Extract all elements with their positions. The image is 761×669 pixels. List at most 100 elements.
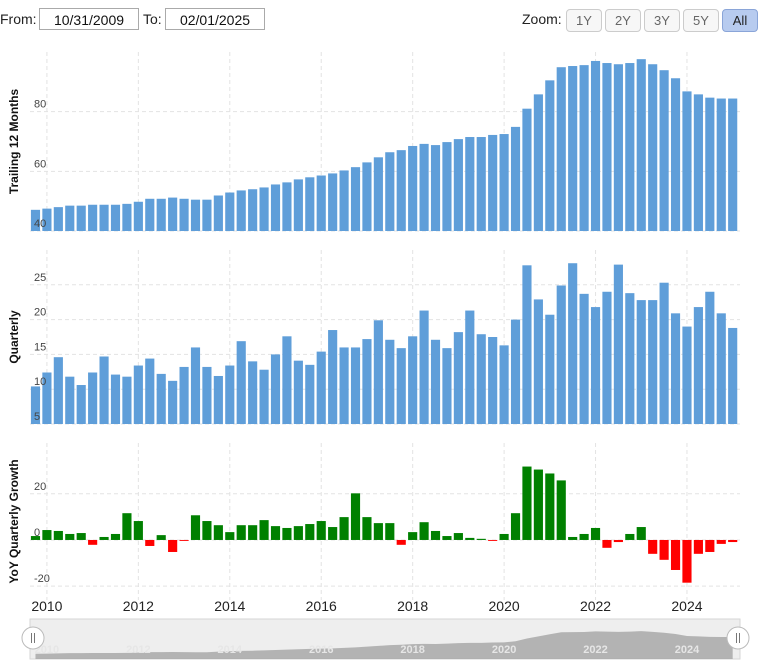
bar <box>202 366 212 424</box>
bar <box>568 66 578 231</box>
bar <box>602 539 612 548</box>
bar <box>568 536 578 540</box>
y-tick-label: 40 <box>34 218 46 230</box>
bar <box>625 533 635 540</box>
bar <box>339 170 349 231</box>
bar <box>499 533 509 540</box>
bar <box>110 533 121 540</box>
bar <box>270 184 281 231</box>
from-input[interactable]: 10/31/2009 <box>39 8 139 30</box>
bar <box>556 480 566 540</box>
bar <box>419 143 429 231</box>
bar <box>579 533 589 540</box>
bar <box>682 539 692 583</box>
bar <box>99 204 109 231</box>
x-tick-label: 2022 <box>580 598 611 614</box>
navigator-label: 2016 <box>309 644 333 656</box>
bar <box>65 376 75 424</box>
bar <box>408 145 418 231</box>
bar <box>385 152 395 231</box>
bar <box>316 175 326 231</box>
bar <box>236 525 246 540</box>
bar <box>202 199 212 231</box>
bar <box>350 167 361 231</box>
bar <box>30 536 41 540</box>
bar <box>110 374 121 424</box>
bar <box>659 539 669 560</box>
bar <box>328 527 338 540</box>
bar <box>579 293 589 424</box>
zoom-button[interactable]: 3Y <box>644 9 680 32</box>
bar <box>270 526 281 540</box>
bar <box>145 539 155 546</box>
y-axis-label: Trailing 12 Months <box>7 89 21 195</box>
y-tick-label: -20 <box>34 573 50 585</box>
bar <box>590 60 601 232</box>
bar <box>682 91 692 231</box>
bar <box>476 137 486 231</box>
bar <box>648 64 658 232</box>
bar <box>225 192 235 231</box>
bar <box>670 78 681 232</box>
y-tick-label: 20 <box>34 307 46 319</box>
to-label: To: <box>143 11 162 27</box>
bar <box>693 94 703 231</box>
bar <box>328 173 338 231</box>
navigator-label: 2022 <box>583 644 607 656</box>
bar <box>248 525 258 540</box>
bar <box>362 517 372 540</box>
bar <box>122 513 132 540</box>
navigator-label: 2010 <box>35 644 59 656</box>
y-tick-label: 20 <box>34 481 46 493</box>
bar <box>270 354 281 424</box>
bar <box>190 199 201 231</box>
y-tick-label: 10 <box>34 376 46 388</box>
bar <box>682 326 692 424</box>
navigator-label: 2020 <box>492 644 516 656</box>
bar <box>133 365 143 424</box>
bar <box>442 142 452 231</box>
bar <box>282 336 292 424</box>
bar <box>168 380 178 424</box>
bar <box>670 313 681 424</box>
bar <box>76 385 86 424</box>
bar <box>168 197 178 231</box>
y-tick-label: 5 <box>34 411 40 423</box>
bar <box>248 189 258 231</box>
bar <box>396 539 406 545</box>
bar <box>613 539 623 543</box>
bar <box>430 530 441 540</box>
bar <box>499 134 509 231</box>
bar <box>602 63 612 232</box>
bar <box>88 204 98 231</box>
bar <box>545 473 555 540</box>
bar <box>190 515 201 540</box>
navigator-label: 2012 <box>126 644 150 656</box>
bar <box>693 307 703 424</box>
bar <box>636 527 646 540</box>
bar <box>385 339 395 424</box>
bar <box>65 533 75 540</box>
navigator-handle[interactable] <box>21 626 45 650</box>
bar <box>488 539 498 541</box>
bar <box>156 535 166 540</box>
zoom-button[interactable]: 5Y <box>683 9 719 32</box>
zoom-button[interactable]: 1Y <box>566 9 602 32</box>
bar <box>373 157 383 231</box>
navigator-label: 2014 <box>218 644 243 656</box>
bar <box>728 327 738 424</box>
bar <box>53 207 63 231</box>
bar <box>190 347 201 424</box>
x-tick-label: 2024 <box>671 598 702 614</box>
zoom-button[interactable]: All <box>722 9 758 32</box>
bar <box>248 361 258 424</box>
bar <box>76 533 86 540</box>
navigator-label: 2024 <box>675 644 700 656</box>
x-tick-label: 2012 <box>123 598 154 614</box>
bar <box>728 98 738 231</box>
bar <box>373 320 383 424</box>
zoom-button[interactable]: 2Y <box>605 9 641 32</box>
to-input[interactable]: 02/01/2025 <box>165 8 265 30</box>
navigator-handle[interactable] <box>726 626 750 650</box>
bar <box>259 369 269 424</box>
